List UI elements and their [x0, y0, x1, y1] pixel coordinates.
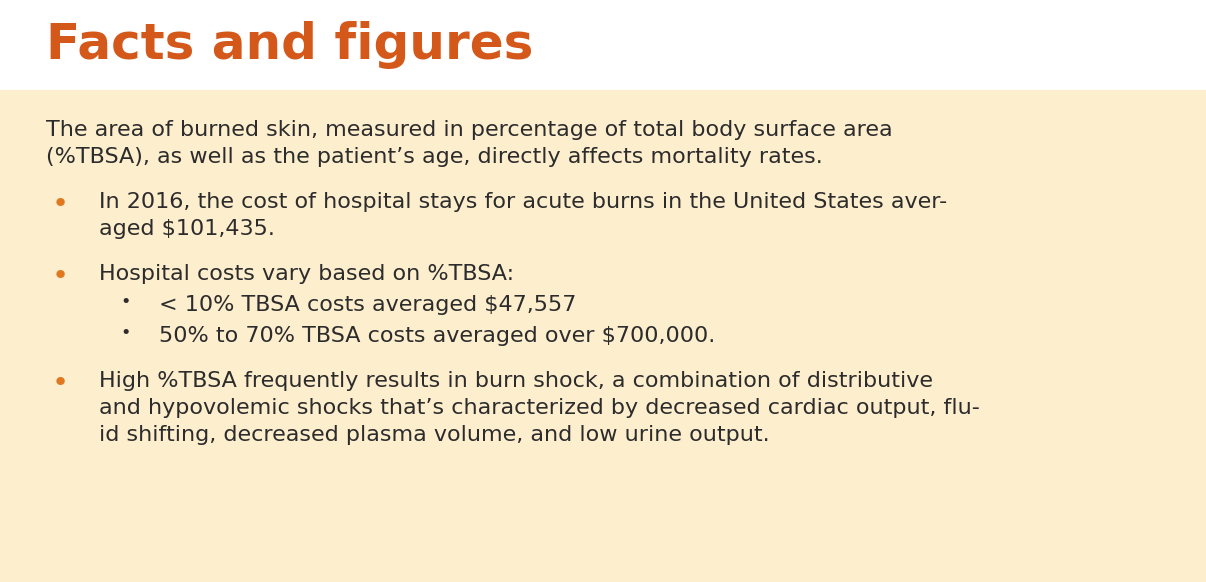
Text: (%TBSA), as well as the patient’s age, directly affects mortality rates.: (%TBSA), as well as the patient’s age, d… — [46, 147, 822, 167]
Text: < 10% TBSA costs averaged $47,557: < 10% TBSA costs averaged $47,557 — [159, 295, 576, 315]
Text: In 2016, the cost of hospital stays for acute burns in the United States aver-: In 2016, the cost of hospital stays for … — [99, 192, 947, 212]
Text: The area of burned skin, measured in percentage of total body surface area: The area of burned skin, measured in per… — [46, 120, 892, 140]
Text: •: • — [52, 262, 69, 290]
Text: 50% to 70% TBSA costs averaged over $700,000.: 50% to 70% TBSA costs averaged over $700… — [159, 326, 715, 346]
Text: •: • — [52, 369, 69, 397]
Text: •: • — [121, 324, 131, 342]
Text: •: • — [121, 293, 131, 311]
FancyBboxPatch shape — [0, 0, 1206, 90]
FancyBboxPatch shape — [0, 90, 1206, 582]
Text: aged $101,435.: aged $101,435. — [99, 219, 275, 239]
Text: •: • — [52, 190, 69, 218]
Text: High %TBSA frequently results in burn shock, a combination of distributive: High %TBSA frequently results in burn sh… — [99, 371, 933, 391]
Text: id shifting, decreased plasma volume, and low urine output.: id shifting, decreased plasma volume, an… — [99, 425, 769, 445]
Text: Facts and figures: Facts and figures — [46, 21, 533, 69]
Text: Hospital costs vary based on %TBSA:: Hospital costs vary based on %TBSA: — [99, 264, 514, 284]
Text: and hypovolemic shocks that’s characterized by decreased cardiac output, flu-: and hypovolemic shocks that’s characteri… — [99, 398, 979, 418]
